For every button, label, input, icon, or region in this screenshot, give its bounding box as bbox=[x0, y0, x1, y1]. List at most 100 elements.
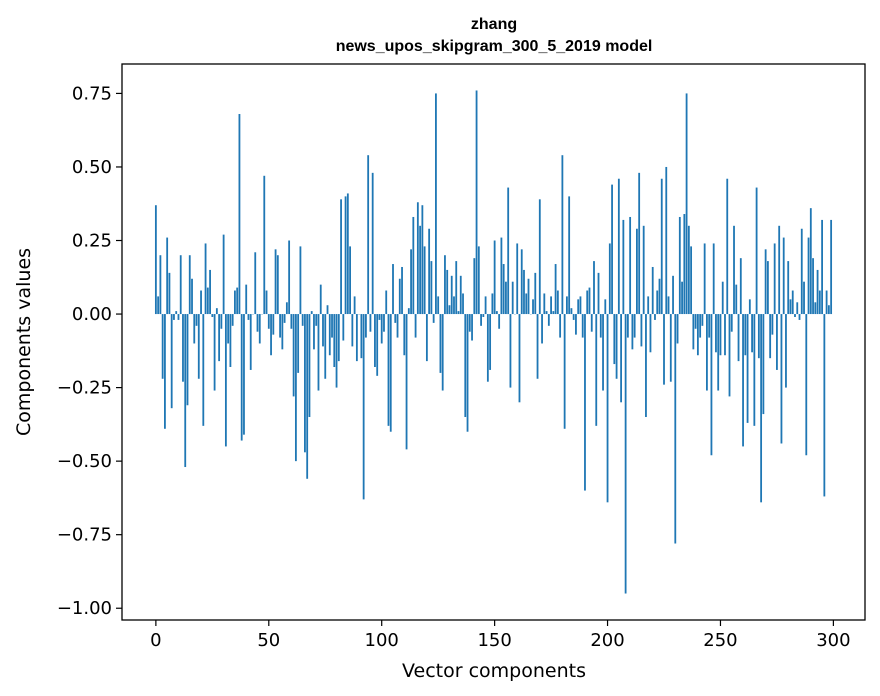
bar-component-161 bbox=[518, 314, 521, 403]
bar-component-260 bbox=[742, 314, 744, 447]
bar-component-178 bbox=[556, 290, 559, 315]
bar-component-95 bbox=[369, 314, 372, 332]
bar-component-113 bbox=[410, 249, 412, 315]
bar-component-289 bbox=[807, 237, 810, 315]
bar-component-100 bbox=[380, 314, 383, 344]
bar-component-142 bbox=[475, 90, 478, 315]
x-tick-label: 50 bbox=[257, 630, 280, 651]
bar-component-179 bbox=[559, 314, 562, 338]
bar-component-282 bbox=[791, 290, 794, 315]
bar-component-207 bbox=[622, 219, 625, 315]
y-axis-label: Components values bbox=[13, 248, 35, 436]
bar-component-153 bbox=[500, 237, 503, 315]
bar-component-235 bbox=[685, 93, 688, 315]
bar-component-227 bbox=[667, 296, 670, 315]
bar-component-37 bbox=[238, 114, 241, 315]
bar-component-210 bbox=[629, 216, 632, 315]
bar-component-72 bbox=[317, 314, 320, 391]
bar-component-244 bbox=[706, 314, 708, 391]
bar-component-42 bbox=[249, 314, 252, 370]
y-tick-label: 0.50 bbox=[72, 157, 112, 178]
bar-component-110 bbox=[403, 314, 406, 356]
bar-component-228 bbox=[669, 314, 672, 382]
bar-component-172 bbox=[543, 293, 546, 315]
bar-component-131 bbox=[450, 275, 453, 315]
bar-component-106 bbox=[394, 314, 397, 323]
bar-component-219 bbox=[649, 314, 652, 353]
bar-component-197 bbox=[599, 314, 602, 338]
bar-component-29 bbox=[220, 314, 223, 329]
bar-component-94 bbox=[367, 155, 370, 315]
bar-component-290 bbox=[809, 208, 812, 315]
bar-component-297 bbox=[825, 290, 828, 315]
bar-component-5 bbox=[166, 237, 169, 315]
bar-component-171 bbox=[541, 314, 543, 344]
bar-component-111 bbox=[405, 314, 408, 450]
bar-component-242 bbox=[701, 314, 704, 326]
bar-component-280 bbox=[787, 261, 790, 315]
bar-component-194 bbox=[593, 261, 595, 315]
bar-component-215 bbox=[640, 314, 643, 347]
bar-component-167 bbox=[532, 299, 534, 315]
y-tick-label: 0.75 bbox=[72, 83, 112, 104]
bar-component-213 bbox=[636, 228, 638, 315]
bar-component-186 bbox=[575, 314, 577, 335]
bar-component-144 bbox=[480, 314, 482, 326]
bar-component-146 bbox=[484, 296, 487, 315]
bar-component-241 bbox=[699, 314, 702, 338]
bar-component-277 bbox=[780, 314, 783, 444]
bar-component-132 bbox=[453, 296, 455, 315]
bar-component-87 bbox=[351, 314, 354, 347]
bar-component-50 bbox=[267, 314, 270, 329]
bar-component-293 bbox=[816, 269, 819, 315]
bar-component-162 bbox=[520, 249, 523, 315]
bar-component-224 bbox=[660, 178, 663, 315]
bar-component-188 bbox=[579, 296, 582, 315]
bar-component-21 bbox=[202, 314, 205, 426]
bar-component-28 bbox=[218, 314, 221, 362]
bar-component-281 bbox=[789, 299, 792, 315]
bar-component-240 bbox=[696, 314, 699, 356]
bar-component-96 bbox=[371, 172, 374, 315]
bar-component-218 bbox=[647, 296, 650, 315]
bar-component-60 bbox=[290, 314, 293, 329]
y-tick-label: −1.00 bbox=[57, 598, 112, 619]
bar-component-173 bbox=[545, 311, 548, 315]
chart-title-line-1: zhang bbox=[471, 16, 517, 33]
bar-component-36 bbox=[236, 287, 239, 315]
bar-component-51 bbox=[270, 314, 272, 356]
bar-component-133 bbox=[455, 261, 458, 315]
bar-component-208 bbox=[624, 314, 627, 594]
bar-component-53 bbox=[274, 249, 277, 315]
bar-component-158 bbox=[511, 281, 514, 315]
bar-component-156 bbox=[507, 187, 510, 315]
x-tick-label: 100 bbox=[365, 630, 399, 651]
bar-component-184 bbox=[570, 308, 573, 315]
bar-component-288 bbox=[805, 314, 808, 456]
bar-component-206 bbox=[620, 314, 622, 403]
bar-component-78 bbox=[331, 314, 333, 338]
bar-component-211 bbox=[631, 314, 634, 350]
bar-component-195 bbox=[595, 314, 598, 426]
bar-component-103 bbox=[387, 314, 390, 426]
bar-component-121 bbox=[428, 228, 431, 315]
bar-component-61 bbox=[292, 314, 295, 397]
bar-component-134 bbox=[457, 311, 460, 315]
bar-component-3 bbox=[161, 314, 164, 379]
bar-component-19 bbox=[197, 314, 200, 379]
bar-component-152 bbox=[498, 314, 501, 329]
bar-component-251 bbox=[721, 281, 724, 315]
bar-component-2 bbox=[159, 255, 162, 315]
y-tick-label: −0.25 bbox=[57, 378, 112, 399]
bar-component-124 bbox=[435, 93, 437, 315]
bar-component-56 bbox=[281, 314, 284, 350]
bar-component-77 bbox=[328, 314, 331, 356]
bar-component-1 bbox=[157, 296, 160, 315]
bar-component-264 bbox=[751, 314, 753, 353]
bar-component-115 bbox=[414, 314, 417, 338]
bar-component-136 bbox=[462, 293, 464, 315]
bar-component-44 bbox=[254, 252, 257, 315]
bar-component-168 bbox=[534, 272, 537, 315]
bar-component-274 bbox=[773, 243, 776, 315]
bar-component-91 bbox=[360, 314, 363, 359]
